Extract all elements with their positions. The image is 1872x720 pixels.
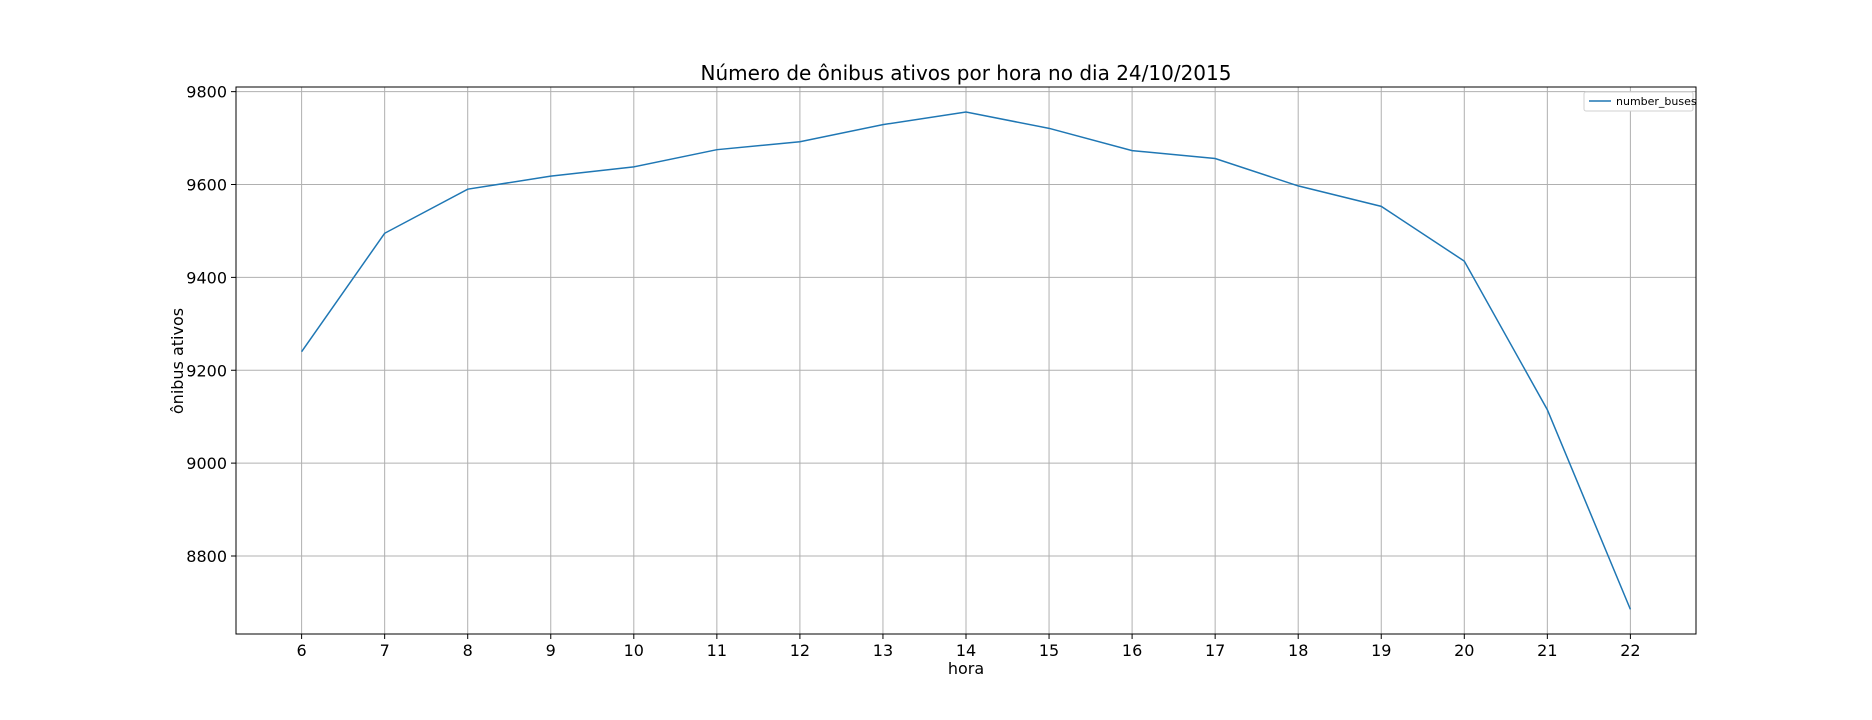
x-tick-label: 20 <box>1454 641 1474 660</box>
y-tick-label: 9600 <box>186 176 227 195</box>
x-axis-label: hora <box>948 659 984 678</box>
x-tick-label: 10 <box>624 641 644 660</box>
x-tick-label: 14 <box>956 641 976 660</box>
x-tick-label: 7 <box>380 641 390 660</box>
y-tick-label: 9400 <box>186 268 227 287</box>
legend-box <box>1583 91 1694 112</box>
x-tick-label: 21 <box>1537 641 1557 660</box>
y-tick-label: 9800 <box>186 83 227 102</box>
y-tick-label: 9200 <box>186 361 227 380</box>
x-tick-label: 19 <box>1371 641 1391 660</box>
x-tick-label: 12 <box>790 641 810 660</box>
chart-title: Número de ônibus ativos por hora no dia … <box>701 61 1232 85</box>
legend-label-number-buses: number_buses <box>1616 95 1697 108</box>
y-tick-label: 8800 <box>186 547 227 566</box>
series-line-number-buses <box>300 111 1632 610</box>
x-tick-label: 11 <box>707 641 727 660</box>
grid <box>236 87 1696 634</box>
axis-tick-labels: 6 7 8 9 10 11 12 13 14 15 16 17 18 19 20 21 22 8800 9000 92… <box>186 83 1640 660</box>
y-axis-label: ônibus ativos <box>168 308 187 414</box>
x-tick-label: 15 <box>1039 641 1059 660</box>
x-tick-label: 16 <box>1122 641 1142 660</box>
x-tick-label: 8 <box>463 641 473 660</box>
legend: number_buses <box>1583 91 1697 112</box>
x-tick-label: 13 <box>873 641 893 660</box>
x-tick-label: 22 <box>1620 641 1640 660</box>
x-tick-label: 17 <box>1205 641 1225 660</box>
y-tick-label: 9000 <box>186 454 227 473</box>
axis-ticks <box>231 91 1631 639</box>
x-tick-label: 9 <box>546 641 556 660</box>
x-tick-label: 6 <box>297 641 307 660</box>
x-tick-label: 18 <box>1288 641 1308 660</box>
